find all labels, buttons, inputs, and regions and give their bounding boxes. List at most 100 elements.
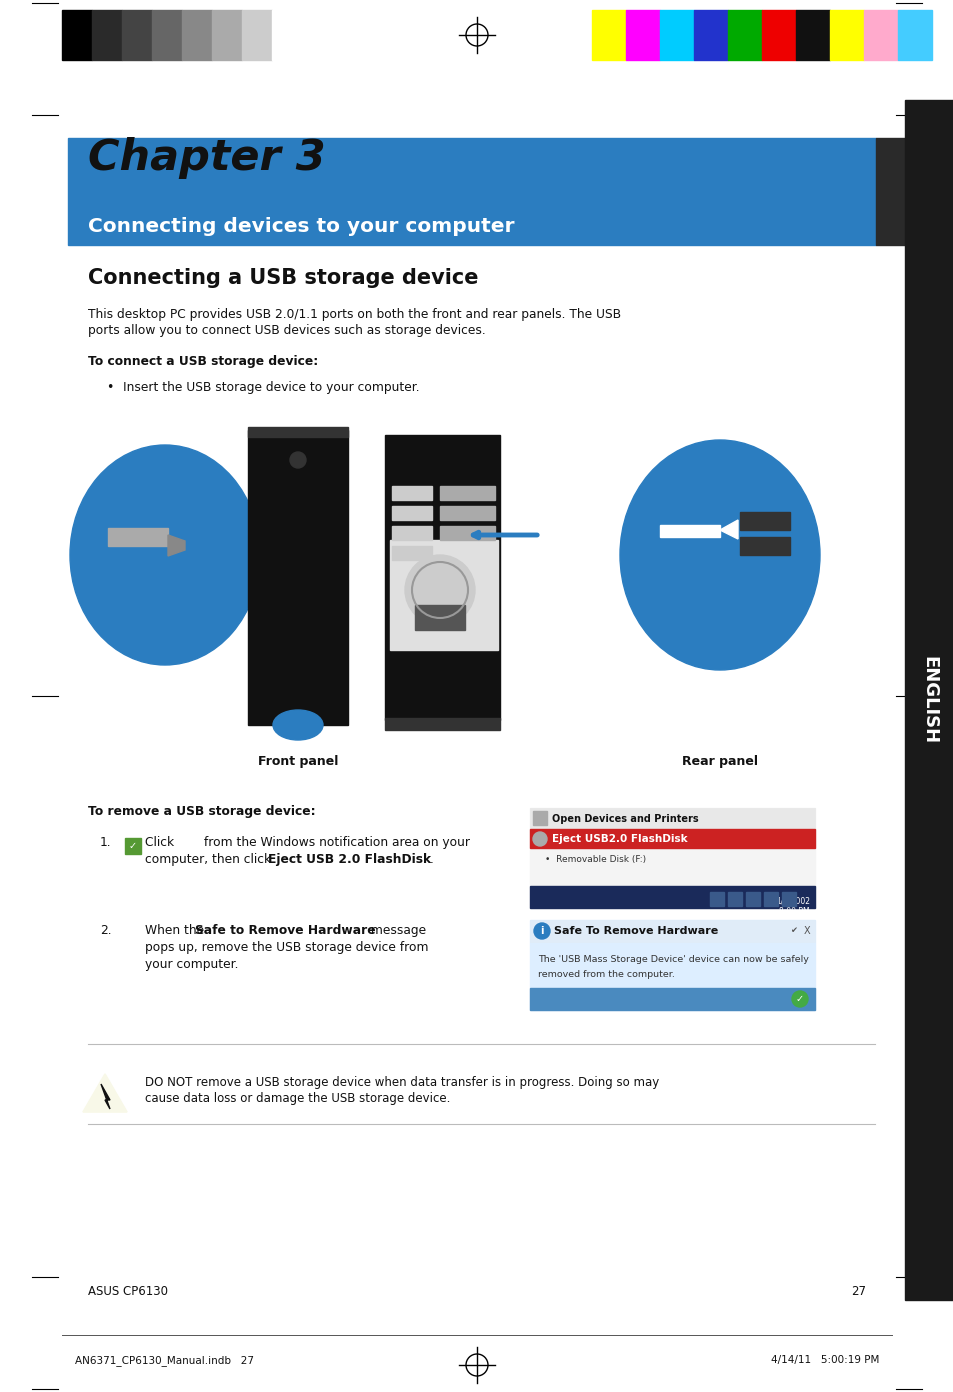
Bar	[592, 10, 625, 60]
Text: Eject USB2.0 FlashDisk: Eject USB2.0 FlashDisk	[552, 834, 687, 844]
Text: Eject USB 2.0 FlashDisk: Eject USB 2.0 FlashDisk	[268, 853, 431, 866]
Bar	[530, 885, 814, 908]
Text: Safe To Remove Hardware: Safe To Remove Hardware	[554, 926, 718, 935]
Bar	[392, 486, 432, 500]
Text: Connecting devices to your computer: Connecting devices to your computer	[88, 217, 514, 237]
Polygon shape	[101, 1084, 110, 1109]
Text: Front panel: Front panel	[257, 754, 337, 768]
Text: X: X	[802, 926, 809, 935]
Bar	[392, 526, 432, 540]
Text: DO NOT remove a USB storage device when data transfer is in progress. Doing so m: DO NOT remove a USB storage device when …	[145, 1076, 659, 1089]
Polygon shape	[720, 521, 738, 539]
Text: cause data loss or damage the USB storage device.: cause data loss or damage the USB storag…	[145, 1091, 450, 1105]
Text: Insert the USB storage device to your computer.: Insert the USB storage device to your co…	[123, 381, 419, 394]
Text: Click: Click	[145, 837, 178, 849]
Bar	[781, 892, 795, 906]
Text: computer, then click: computer, then click	[145, 853, 274, 866]
Bar	[152, 10, 182, 60]
Text: from the Windows notification area on your: from the Windows notification area on yo…	[200, 837, 470, 849]
Text: ✔: ✔	[789, 927, 796, 935]
Text: removed from the computer.: removed from the computer.	[537, 970, 674, 979]
Bar	[530, 988, 814, 1011]
Text: 8:00 PM: 8:00 PM	[779, 908, 809, 916]
Bar	[125, 838, 141, 855]
Bar	[390, 540, 497, 650]
Bar	[659, 525, 720, 537]
Bar	[727, 892, 741, 906]
Circle shape	[405, 555, 475, 625]
Bar	[693, 10, 727, 60]
Text: This desktop PC provides USB 2.0/1.1 ports on both the front and rear panels. Th: This desktop PC provides USB 2.0/1.1 por…	[88, 308, 620, 322]
Bar	[829, 10, 863, 60]
Bar	[68, 138, 875, 245]
Text: ports allow you to connect USB devices such as storage devices.: ports allow you to connect USB devices s…	[88, 324, 485, 337]
Text: Safe to Remove Hardware: Safe to Remove Hardware	[194, 924, 375, 937]
Bar	[530, 807, 814, 828]
Bar	[530, 807, 814, 908]
Bar	[709, 892, 723, 906]
Polygon shape	[168, 535, 185, 555]
Bar	[392, 507, 432, 521]
Bar	[212, 10, 242, 60]
Bar	[122, 10, 152, 60]
Text: 27: 27	[850, 1285, 865, 1297]
Text: Chapter 3: Chapter 3	[88, 136, 325, 180]
Bar	[763, 892, 778, 906]
Bar	[392, 546, 432, 560]
Polygon shape	[83, 1075, 127, 1112]
Text: AN6371_CP6130_Manual.indb   27: AN6371_CP6130_Manual.indb 27	[75, 1354, 253, 1366]
Bar	[91, 10, 122, 60]
Circle shape	[791, 991, 807, 1006]
Text: •: •	[106, 381, 113, 394]
Text: Connecting a USB storage device: Connecting a USB storage device	[88, 269, 478, 288]
Text: .: .	[430, 853, 434, 866]
Bar	[625, 10, 659, 60]
Text: To remove a USB storage device:: To remove a USB storage device:	[88, 805, 315, 818]
Text: The 'USB Mass Storage Device' device can now be safely: The 'USB Mass Storage Device' device can…	[537, 955, 808, 965]
Bar	[875, 138, 904, 245]
Circle shape	[290, 452, 306, 468]
Bar	[385, 718, 499, 729]
Text: 1.: 1.	[100, 837, 112, 849]
Bar	[530, 920, 814, 942]
Bar	[62, 10, 91, 60]
Bar	[863, 10, 897, 60]
Bar	[740, 512, 789, 530]
Text: To connect a USB storage device:: To connect a USB storage device:	[88, 355, 318, 367]
Text: ✓: ✓	[129, 841, 137, 851]
Bar	[727, 10, 761, 60]
Text: Open Devices and Printers: Open Devices and Printers	[552, 814, 698, 824]
Text: ✓: ✓	[795, 994, 803, 1004]
Bar	[659, 10, 693, 60]
Text: pops up, remove the USB storage device from: pops up, remove the USB storage device f…	[145, 941, 428, 954]
Text: ASUS CP6130: ASUS CP6130	[88, 1285, 168, 1297]
Bar	[182, 10, 212, 60]
Bar	[108, 528, 168, 546]
Bar	[385, 434, 499, 720]
Text: •  Removable Disk (F:): • Removable Disk (F:)	[544, 856, 645, 864]
Bar	[248, 427, 348, 437]
Circle shape	[534, 923, 550, 940]
Bar	[415, 606, 464, 631]
Bar	[795, 10, 829, 60]
Ellipse shape	[70, 445, 260, 665]
Bar	[745, 892, 760, 906]
Bar	[530, 830, 814, 848]
Polygon shape	[120, 575, 174, 600]
Bar	[272, 10, 302, 60]
Bar	[242, 10, 272, 60]
Text: Rear panel: Rear panel	[681, 754, 758, 768]
Ellipse shape	[619, 440, 820, 670]
Text: ENGLISH: ENGLISH	[919, 656, 937, 745]
Text: your computer.: your computer.	[145, 958, 238, 972]
Circle shape	[533, 832, 546, 846]
Bar	[439, 507, 495, 521]
Ellipse shape	[273, 710, 323, 741]
Bar	[897, 10, 931, 60]
Bar	[248, 430, 348, 725]
Text: i: i	[539, 926, 543, 935]
Text: 2.: 2.	[100, 924, 112, 937]
Bar	[904, 100, 953, 1300]
Text: 1/1/2002: 1/1/2002	[775, 896, 809, 906]
Text: 4/14/11   5:00:19 PM: 4/14/11 5:00:19 PM	[770, 1354, 878, 1366]
